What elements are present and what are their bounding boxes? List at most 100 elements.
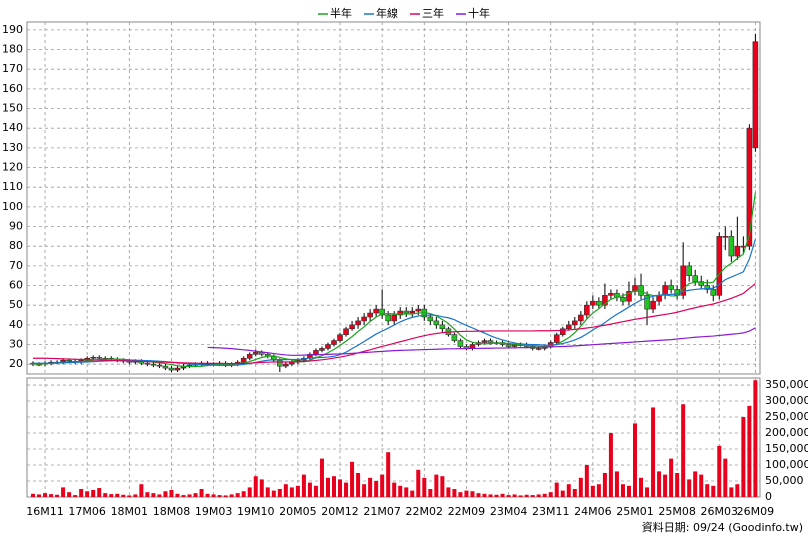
volume-bar <box>482 493 487 497</box>
candle-body <box>397 310 404 316</box>
volume-bar <box>157 494 162 497</box>
candle-body <box>571 320 578 326</box>
legend-label: 半年 <box>330 6 352 20</box>
candle-body <box>319 348 325 351</box>
candle-body <box>668 285 674 290</box>
candle-body <box>277 359 283 367</box>
candle-body <box>559 328 566 335</box>
y2-tick-label: 250,000 <box>765 410 808 423</box>
volume-bar <box>506 495 511 497</box>
legend-label: 年線 <box>376 6 398 20</box>
volume-bar <box>753 380 758 497</box>
volume-bar <box>446 487 451 497</box>
candle-body <box>355 320 361 326</box>
volume-bar <box>175 493 180 497</box>
volume-bar <box>428 489 433 497</box>
volume-bar <box>356 473 361 497</box>
candle-body <box>283 363 289 367</box>
volume-bar <box>536 494 541 497</box>
candle-body <box>162 365 169 369</box>
volume-bar <box>223 495 228 497</box>
volume-bar <box>163 491 168 497</box>
volume-bar <box>277 489 282 497</box>
y-tick-label: 100 <box>2 200 23 213</box>
volume-bar <box>380 474 385 497</box>
candle-body <box>692 275 699 282</box>
candle-body <box>553 334 560 343</box>
y-tick-label: 40 <box>9 318 23 331</box>
volume-bar <box>398 485 403 497</box>
candle-body <box>565 324 572 330</box>
candle-body <box>710 289 717 296</box>
volume-bar <box>97 488 102 497</box>
volume-bar <box>205 493 210 497</box>
volume-bar <box>325 477 330 497</box>
volume-bar <box>169 489 174 497</box>
candle-body <box>415 308 422 312</box>
candle-body <box>289 361 295 365</box>
candle-body <box>608 293 614 296</box>
volume-bar <box>747 405 752 497</box>
x-tick-label: 20M05 <box>279 505 317 518</box>
candle-body <box>590 300 596 306</box>
volume-bar <box>235 493 240 497</box>
x-tick-label: 22M09 <box>448 505 486 518</box>
volume-bar <box>217 495 222 497</box>
y-tick-label: 130 <box>2 141 23 154</box>
candle-body <box>313 350 319 355</box>
candle-body <box>349 324 355 330</box>
x-tick-label: 25M08 <box>658 505 696 518</box>
candle-body <box>505 344 512 347</box>
volume-bar <box>723 458 728 497</box>
volume-bar <box>181 495 186 497</box>
x-tick-label: 17M06 <box>68 505 106 518</box>
y-tick-label: 20 <box>9 357 23 370</box>
volume-bar <box>669 458 674 497</box>
volume-bar <box>121 494 126 497</box>
volume-bar <box>187 494 192 497</box>
y-tick-label: 120 <box>2 161 23 174</box>
x-tick-label: 24M06 <box>574 505 612 518</box>
candle-body <box>734 245 741 257</box>
volume-bar <box>639 477 644 497</box>
candle-body <box>638 285 644 296</box>
volume-bar <box>729 487 734 497</box>
volume-bar <box>211 494 216 497</box>
volume-bar <box>711 485 716 497</box>
candle-body <box>602 295 608 306</box>
volume-bar <box>133 494 138 497</box>
volume-bar <box>338 479 343 497</box>
y-tick-label: 160 <box>2 82 23 95</box>
candle-body <box>66 359 72 362</box>
x-tick-label: 19M10 <box>237 505 275 518</box>
volume-bar <box>554 482 559 497</box>
candle-body <box>168 367 175 371</box>
y-tick-label: 170 <box>2 62 23 75</box>
volume-bar <box>578 477 583 497</box>
candle-body <box>156 364 163 367</box>
y-tick-label: 180 <box>2 43 23 56</box>
y-tick-label: 190 <box>2 23 23 36</box>
volume-bar <box>524 494 529 497</box>
volume-bar <box>247 487 252 497</box>
candle-body <box>96 356 103 359</box>
volume-bar <box>560 490 565 497</box>
candle-body <box>644 295 650 310</box>
x-tick-label: 22M02 <box>406 505 444 518</box>
volume-bar <box>301 474 306 497</box>
volume-bar <box>344 482 349 497</box>
candle-body <box>144 362 151 365</box>
y2-tick-label: 50,000 <box>765 474 804 487</box>
volume-bar <box>645 487 650 497</box>
candle-body <box>409 310 416 314</box>
volume-bar <box>103 493 108 497</box>
volume-bar <box>253 476 258 497</box>
y2-tick-label: 200,000 <box>765 426 808 439</box>
volume-bar <box>705 484 710 497</box>
volume-bar <box>590 485 595 497</box>
price-frame <box>26 21 761 375</box>
candle-body <box>252 352 259 355</box>
volume-bar <box>368 477 373 497</box>
